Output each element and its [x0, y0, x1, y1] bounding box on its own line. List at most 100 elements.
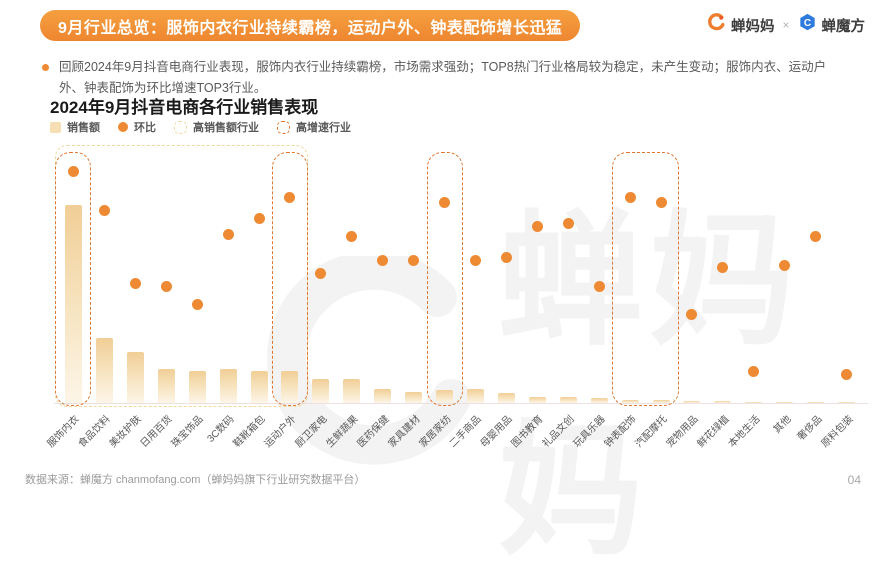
x-axis-label: 图书教育	[509, 413, 546, 450]
x-axis-label: 钟表配饰	[602, 413, 639, 450]
high-growth-box	[55, 152, 92, 406]
legend-label: 高增速行业	[296, 122, 351, 134]
chart-bar	[126, 351, 144, 403]
legend-label: 高销售额行业	[193, 122, 259, 134]
mom-ratio-dot	[748, 366, 760, 378]
chart-bar	[714, 401, 732, 403]
report-slide: { "header": { "title": "9月行业总览：服饰内衣行业持续霸…	[25, 10, 868, 572]
mom-ratio-dot	[531, 220, 543, 232]
high-sales-box	[55, 145, 309, 407]
x-axis-label: 宠物用品	[664, 413, 701, 450]
mom-ratio-dot	[129, 277, 141, 289]
high-growth-box	[426, 152, 463, 406]
mom-ratio-dot	[593, 280, 605, 292]
high-growth-box	[271, 152, 308, 406]
x-axis-label: 家具建材	[386, 413, 423, 450]
x-axis-label: 食品饮料	[76, 413, 113, 450]
x-axis-label: 服饰内衣	[46, 413, 83, 450]
brand-area: 蝉妈妈 × C 蝉魔方	[707, 13, 865, 37]
plot-area: 蝉妈妈	[54, 143, 868, 572]
chanmama-brand-text: 蝉妈妈	[730, 18, 775, 35]
chart-bar	[374, 389, 392, 403]
legend-label: 环比	[134, 122, 156, 134]
x-axis-label: 医药保健	[355, 413, 392, 450]
bullet-dot-icon	[42, 64, 49, 71]
x-axis-label: 原料包装	[819, 413, 856, 450]
legend-item-dot: 环比	[118, 119, 156, 135]
mom-ratio-dot	[439, 197, 451, 209]
chart-bar	[95, 337, 113, 403]
mom-ratio-dot	[408, 254, 420, 266]
x-axis-line	[54, 403, 868, 404]
chart-bar	[219, 369, 237, 403]
legend-item-bar: 销售额	[50, 119, 100, 135]
legend-marker-box-light	[174, 120, 187, 134]
mom-ratio-dot	[222, 228, 234, 240]
watermark-text: 蝉妈妈	[498, 200, 800, 572]
mom-ratio-dot	[655, 197, 667, 209]
chanmofang-logo-icon: C	[798, 13, 817, 37]
chart-bar	[188, 371, 206, 403]
high-growth-box	[612, 152, 679, 406]
mom-ratio-dot	[315, 267, 327, 279]
chart-bar	[745, 402, 763, 403]
mom-ratio-dot	[810, 231, 822, 243]
legend-marker-dot	[118, 122, 128, 132]
legend-item-box-orange: 高增速行业	[277, 119, 351, 135]
x-axis-label: 鲜花绿植	[695, 413, 732, 450]
x-axis-label: 日用百货	[138, 413, 175, 450]
x-axis-label: 运动户外	[262, 413, 299, 450]
x-axis-label: 本地生活	[726, 413, 763, 450]
chart-bar	[343, 379, 361, 403]
chart-bar	[497, 393, 515, 403]
legend-marker-bar	[50, 121, 61, 133]
mom-ratio-dot	[284, 192, 296, 204]
x-axis-label: 其他	[771, 413, 794, 436]
legend-marker-box-orange	[277, 120, 290, 134]
x-axis-label: 二手商品	[448, 413, 485, 450]
chart-bar	[621, 400, 639, 403]
chanmofang-brand: C 蝉魔方	[798, 13, 866, 37]
mom-ratio-dot	[253, 212, 265, 224]
x-axis-label: 厨卫家电	[293, 413, 330, 450]
chart-title: 2024年9月抖音电商各行业销售表现	[50, 98, 319, 117]
legend-item-box-light: 高销售额行业	[174, 119, 259, 135]
chart-bar	[590, 398, 608, 403]
chart-bar	[652, 400, 670, 403]
chart-bar	[683, 401, 701, 403]
x-axis-label: 鞋靴箱包	[231, 413, 268, 450]
x-axis-label: 生鲜蔬果	[324, 413, 361, 450]
x-axis-label: 美妆护肤	[107, 413, 144, 450]
chart-bar	[405, 392, 423, 403]
mom-ratio-dot	[841, 368, 853, 380]
svg-text:C: C	[803, 18, 810, 29]
mom-ratio-dot	[562, 218, 574, 230]
chart-bar	[776, 402, 794, 403]
mom-ratio-dot	[67, 166, 79, 178]
source-text: 数据来源：蝉魔方 chanmofang.com（蝉妈妈旗下行业研究数据平台）	[25, 474, 366, 486]
legend-label: 销售额	[67, 122, 100, 134]
mom-ratio-dot	[686, 309, 698, 321]
chart-bar	[250, 371, 268, 403]
mom-ratio-dot	[191, 298, 203, 310]
x-axis-labels: 服饰内衣 食品饮料 美妆护肤 日用百货 珠宝饰品 3C数码 鞋靴箱包 运动户外 厨卫家电 生鲜蔬果…	[46, 404, 862, 464]
x-axis-label: 汽配摩托	[633, 413, 670, 450]
mom-ratio-dot	[717, 262, 729, 274]
mom-ratio-dot	[469, 254, 481, 266]
chart-bar	[157, 369, 175, 403]
x-axis-label: 礼品文创	[540, 413, 577, 450]
chanmofang-brand-text: 蝉魔方	[821, 18, 866, 35]
chart-bar	[838, 402, 856, 403]
chanmama-brand: 蝉妈妈	[707, 13, 775, 37]
watermark: 蝉妈妈	[258, 163, 862, 583]
chart-bar	[312, 379, 330, 403]
mom-ratio-dot	[377, 254, 389, 266]
summary-bullet: 回顾2024年9月抖音电商行业表现，服饰内衣行业持续霸榜，市场需求强劲；TOP8…	[42, 57, 850, 99]
chart-bar	[64, 205, 82, 403]
page-number: 04	[847, 473, 861, 487]
multiply-separator: ×	[782, 18, 790, 32]
chart-bar	[528, 397, 546, 403]
x-axis-label: 家居家纺	[417, 413, 454, 450]
x-axis-label: 玩具乐器	[571, 413, 608, 450]
chart-bar	[466, 389, 484, 403]
